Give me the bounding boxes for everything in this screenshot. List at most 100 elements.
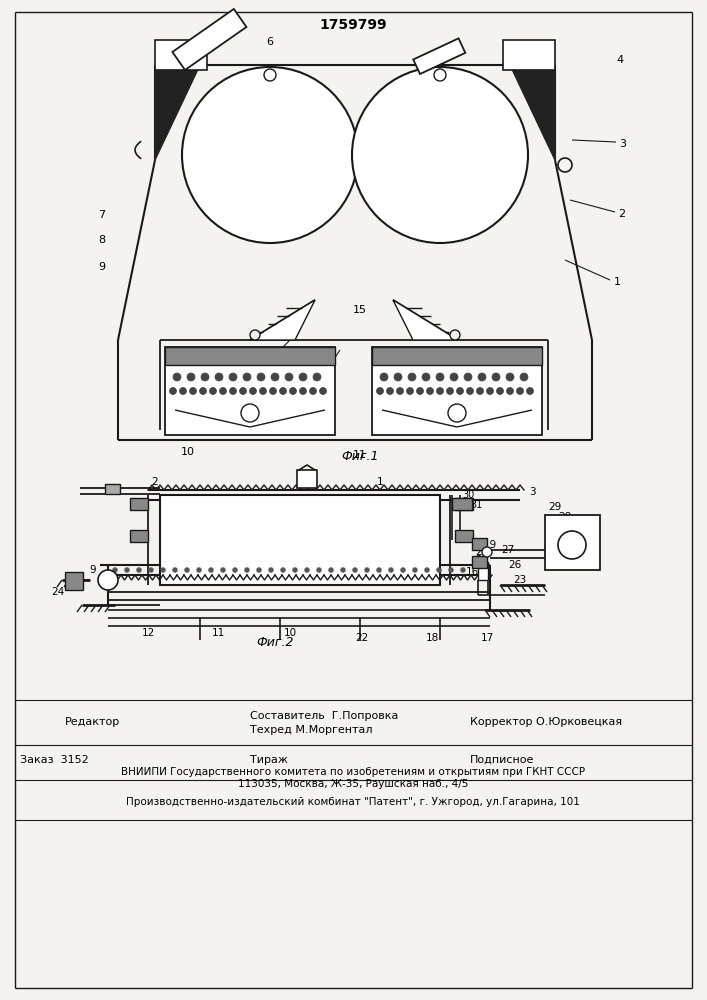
Circle shape: [527, 387, 534, 394]
Text: 9: 9: [90, 565, 96, 575]
Circle shape: [492, 373, 500, 381]
Polygon shape: [155, 65, 200, 160]
Circle shape: [173, 568, 177, 572]
Circle shape: [243, 373, 251, 381]
Text: 9: 9: [98, 262, 105, 272]
Circle shape: [269, 387, 276, 394]
Circle shape: [517, 387, 523, 394]
Bar: [472, 538, 487, 550]
Text: 3: 3: [619, 139, 626, 149]
Bar: [455, 530, 473, 542]
Text: 1: 1: [614, 277, 621, 287]
Circle shape: [229, 373, 237, 381]
Circle shape: [310, 387, 317, 394]
Circle shape: [558, 531, 586, 559]
Circle shape: [259, 387, 267, 394]
Polygon shape: [250, 300, 315, 340]
Text: 25: 25: [65, 573, 78, 583]
Bar: [455, 498, 473, 510]
Circle shape: [478, 373, 486, 381]
Text: 113035, Москва, Ж-35, Раушская наб., 4/5: 113035, Москва, Ж-35, Раушская наб., 4/5: [238, 779, 468, 789]
Text: 7: 7: [98, 210, 105, 220]
Circle shape: [221, 568, 226, 572]
Circle shape: [482, 547, 492, 557]
Text: 26: 26: [508, 560, 522, 570]
Circle shape: [400, 568, 406, 572]
Bar: [472, 556, 487, 568]
Circle shape: [353, 568, 358, 572]
Circle shape: [486, 387, 493, 394]
Circle shape: [317, 568, 322, 572]
Text: 18: 18: [426, 633, 438, 643]
Polygon shape: [393, 300, 458, 340]
Circle shape: [160, 568, 165, 572]
Bar: [503, 40, 555, 70]
Circle shape: [389, 568, 394, 572]
Circle shape: [180, 387, 187, 394]
Text: Корректор О.Юрковецкая: Корректор О.Юрковецкая: [470, 717, 622, 727]
Text: 28: 28: [559, 512, 572, 522]
Text: 31: 31: [470, 500, 482, 510]
Circle shape: [245, 568, 250, 572]
Bar: [130, 498, 148, 510]
Circle shape: [448, 404, 466, 422]
Text: 6: 6: [304, 477, 310, 487]
Text: 15: 15: [353, 305, 367, 315]
Circle shape: [352, 67, 528, 243]
Text: 27: 27: [501, 545, 515, 555]
Circle shape: [257, 373, 265, 381]
Circle shape: [394, 373, 402, 381]
Circle shape: [250, 387, 257, 394]
Circle shape: [426, 387, 433, 394]
Circle shape: [436, 373, 444, 381]
Circle shape: [233, 568, 238, 572]
Bar: [478, 562, 488, 580]
Circle shape: [170, 387, 177, 394]
Circle shape: [329, 568, 334, 572]
Circle shape: [241, 404, 259, 422]
Text: Тираж: Тираж: [250, 755, 288, 765]
Circle shape: [506, 387, 513, 394]
Bar: [155, 40, 207, 70]
Circle shape: [279, 387, 286, 394]
Circle shape: [380, 373, 388, 381]
Text: 14: 14: [266, 350, 280, 360]
Circle shape: [293, 568, 298, 572]
Text: 8: 8: [98, 235, 105, 245]
Circle shape: [558, 158, 572, 172]
Text: Составитель  Г.Попровка: Составитель Г.Попровка: [250, 711, 398, 721]
Text: 5: 5: [508, 43, 515, 53]
Circle shape: [436, 568, 441, 572]
Circle shape: [219, 387, 226, 394]
Circle shape: [201, 373, 209, 381]
Text: 2: 2: [619, 209, 626, 219]
Text: Фиг.1: Фиг.1: [341, 450, 379, 464]
Bar: [413, 38, 465, 74]
Circle shape: [300, 387, 307, 394]
Circle shape: [209, 568, 214, 572]
Circle shape: [305, 568, 310, 572]
Text: 10: 10: [284, 628, 296, 638]
Circle shape: [436, 387, 443, 394]
Text: Подписное: Подписное: [470, 755, 534, 765]
Circle shape: [464, 373, 472, 381]
Circle shape: [240, 387, 247, 394]
Text: 11: 11: [211, 628, 225, 638]
Bar: [165, 347, 335, 435]
Circle shape: [199, 387, 206, 394]
Text: ВНИИПИ Государственного комитета по изобретениям и открытиям при ГКНТ СССР: ВНИИПИ Государственного комитета по изоб…: [121, 767, 585, 777]
Text: 12: 12: [141, 628, 155, 638]
Text: 11: 11: [353, 450, 367, 460]
Text: Фиг.2: Фиг.2: [256, 636, 293, 648]
Circle shape: [269, 568, 274, 572]
Text: 19: 19: [484, 540, 496, 550]
Circle shape: [520, 373, 528, 381]
Bar: [65, 572, 83, 590]
Circle shape: [98, 570, 118, 590]
Circle shape: [460, 568, 465, 572]
Text: 17: 17: [480, 633, 493, 643]
Text: Техред М.Моргентал: Техред М.Моргентал: [250, 725, 373, 735]
Circle shape: [448, 568, 453, 572]
Circle shape: [424, 568, 429, 572]
Text: 1759799: 1759799: [319, 18, 387, 32]
